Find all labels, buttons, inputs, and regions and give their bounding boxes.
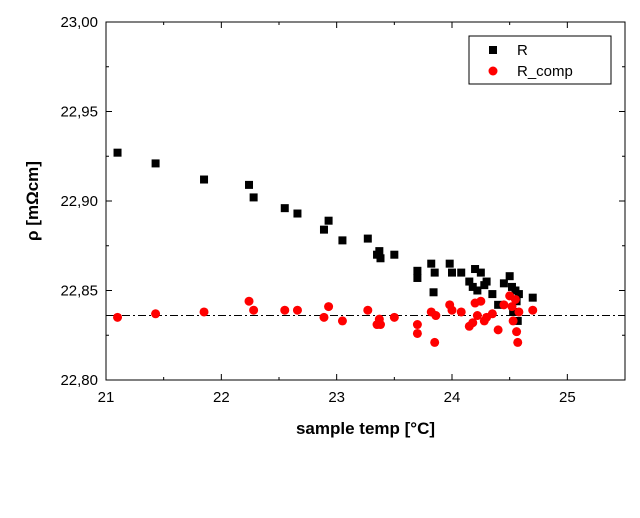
data-point-square	[514, 290, 523, 299]
data-point-square	[429, 288, 438, 297]
y-axis-title: ρ [mΩcm]	[23, 161, 42, 241]
x-tick-label: 25	[559, 389, 576, 406]
data-point-circle	[476, 296, 486, 306]
data-point-square	[473, 286, 482, 295]
data-point-square	[390, 250, 399, 259]
x-tick-label: 22	[213, 389, 230, 406]
data-point-circle	[510, 294, 520, 304]
series-layer	[113, 148, 538, 347]
data-point-circle	[508, 316, 518, 326]
data-point-square	[445, 259, 454, 268]
data-point-square	[280, 204, 289, 213]
data-point-square	[430, 268, 439, 277]
data-point-square	[494, 300, 503, 309]
data-point-circle	[199, 307, 209, 317]
data-point-circle	[512, 327, 522, 337]
data-point-circle	[113, 312, 123, 322]
data-point-circle	[412, 328, 422, 338]
data-point-square	[476, 268, 485, 277]
data-point-square	[427, 259, 436, 268]
data-point-square	[363, 234, 372, 243]
data-point-circle	[249, 305, 259, 315]
data-point-square	[528, 293, 537, 302]
data-point-circle	[324, 302, 334, 312]
data-point-circle	[151, 309, 161, 319]
data-point-circle	[363, 305, 373, 315]
data-point-square	[499, 279, 508, 288]
data-point-square	[413, 266, 422, 275]
data-point-circle	[499, 300, 509, 310]
legend-marker-square	[489, 46, 497, 54]
legend-label: R	[517, 42, 528, 59]
data-point-square	[319, 225, 328, 234]
data-point-square	[200, 175, 209, 184]
legend: R R_comp	[468, 35, 612, 85]
data-point-circle	[528, 305, 538, 315]
x-tick-label: 24	[444, 389, 461, 406]
data-point-circle	[447, 305, 457, 315]
data-point-circle	[431, 311, 441, 321]
data-point-circle	[456, 307, 466, 317]
series-r	[113, 148, 537, 325]
data-point-square	[245, 180, 254, 189]
x-tick-label: 21	[98, 389, 115, 406]
data-point-square	[376, 254, 385, 263]
data-point-square	[448, 268, 456, 277]
data-point-circle	[472, 311, 482, 321]
data-point-circle	[487, 309, 497, 319]
data-point-square	[488, 290, 497, 299]
data-point-square	[324, 216, 333, 225]
data-point-circle	[337, 316, 347, 326]
data-point-circle	[375, 320, 385, 330]
data-point-circle	[412, 320, 422, 330]
y-tick-label: 22,85	[60, 283, 98, 300]
data-point-circle	[389, 312, 399, 322]
y-tick-label: 22,95	[60, 104, 98, 121]
data-point-circle	[280, 305, 290, 315]
data-point-square	[293, 209, 302, 218]
data-point-circle	[513, 337, 523, 347]
data-point-square	[457, 268, 466, 277]
data-point-square	[413, 273, 422, 282]
data-point-circle	[319, 312, 329, 322]
data-point-square	[471, 265, 480, 274]
ticks-layer: 21 22 23 24 25 22,80 22,85 22,90 22,95 23,00	[60, 14, 625, 406]
data-point-circle	[507, 302, 517, 312]
legend-box	[468, 35, 612, 85]
y-tick-label: 23,00	[60, 14, 98, 31]
data-point-square	[113, 148, 122, 157]
data-point-square	[468, 282, 477, 291]
data-point-square	[513, 316, 522, 325]
data-point-square	[249, 193, 258, 202]
data-point-circle	[493, 325, 503, 335]
data-point-square	[505, 272, 514, 281]
data-point-circle	[430, 337, 440, 347]
data-point-square	[509, 307, 518, 316]
data-point-square	[151, 159, 160, 168]
data-point-circle	[468, 318, 478, 328]
data-point-circle	[514, 307, 524, 317]
legend-label: R_comp	[517, 63, 573, 80]
data-point-circle	[244, 296, 254, 306]
series-r-comp	[113, 291, 538, 347]
data-point-circle	[292, 305, 302, 315]
x-axis-title: sample temp [°C]	[296, 419, 435, 438]
data-point-square	[338, 236, 347, 245]
data-point-square	[482, 277, 491, 286]
y-tick-label: 22,90	[60, 193, 98, 210]
legend-marker-circle	[488, 66, 498, 76]
data-point-square	[375, 247, 384, 256]
data-point-square	[465, 277, 474, 286]
x-tick-label: 23	[328, 389, 345, 406]
y-tick-label: 22,80	[60, 372, 98, 389]
